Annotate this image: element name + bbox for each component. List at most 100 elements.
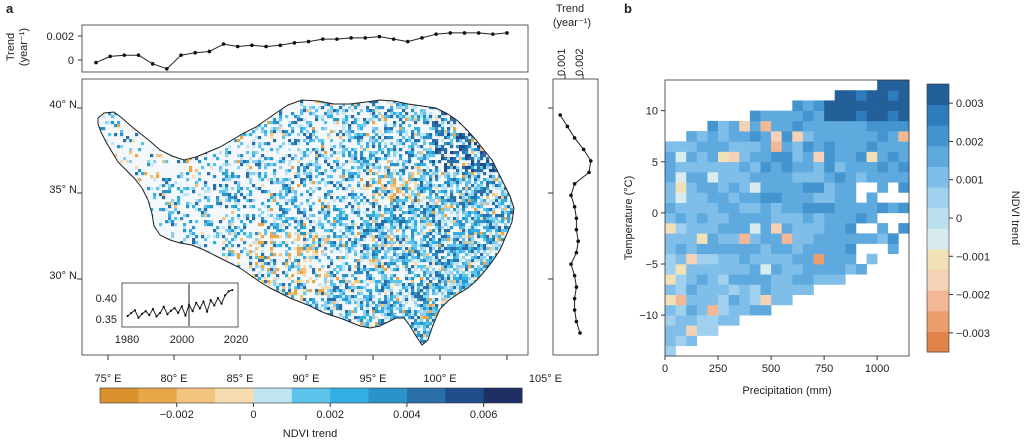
map-cell (372, 316, 376, 320)
map-cell (474, 277, 478, 281)
map-cell (288, 208, 292, 212)
map-cell (405, 313, 409, 317)
map-cell (366, 250, 370, 254)
map-cell (387, 208, 391, 212)
map-cell (384, 208, 388, 212)
map-cell (474, 175, 478, 179)
map-cell (375, 253, 379, 257)
map-cell (390, 304, 394, 308)
map-cell (417, 199, 421, 203)
map-cell (447, 289, 451, 293)
map-cell (225, 169, 229, 173)
map-cell (324, 280, 328, 284)
map-cell (306, 244, 310, 248)
map-cell (282, 133, 286, 137)
map-cell (462, 202, 466, 206)
map-cell (111, 121, 115, 125)
map-cell (360, 124, 364, 128)
map-cell (504, 190, 508, 194)
map-cell (426, 151, 430, 155)
map-cell (339, 313, 343, 317)
map-cell (414, 322, 418, 326)
map-cell (378, 298, 382, 302)
map-cell (192, 175, 196, 179)
map-cell (318, 211, 322, 215)
map-cell (387, 100, 391, 104)
map-cell (390, 229, 394, 233)
map-cell (387, 109, 391, 113)
map-cell (423, 154, 427, 158)
map-cell (357, 181, 361, 185)
map-cell (444, 268, 448, 272)
map-cell (321, 298, 325, 302)
map-cell (390, 295, 394, 299)
map-cell (408, 292, 412, 296)
map-cell (249, 232, 253, 236)
map-cell (255, 151, 259, 155)
map-cell (492, 193, 496, 197)
map-cell (366, 295, 370, 299)
map-cell (372, 151, 376, 155)
map-cell (468, 265, 472, 269)
map-cell (288, 286, 292, 290)
map-cell (318, 166, 322, 170)
map-cell (465, 181, 469, 185)
top-trend-point (264, 44, 268, 49)
map-cell (381, 313, 385, 317)
map-cell (213, 187, 217, 191)
map-cell (447, 205, 451, 209)
map-cell (489, 169, 493, 173)
map-cell (405, 286, 409, 290)
map-cell (387, 250, 391, 254)
map-cell (453, 166, 457, 170)
map-cell (429, 265, 433, 269)
map-cell (369, 277, 373, 281)
map-cell (282, 229, 286, 233)
map-cell (447, 298, 451, 302)
map-cell (351, 148, 355, 152)
map-cell (159, 223, 163, 227)
map-cell (381, 217, 385, 221)
map-cell (393, 112, 397, 116)
map-cell (417, 292, 421, 296)
map-cell (162, 190, 166, 194)
map-cell (423, 280, 427, 284)
map-cell (261, 253, 265, 257)
map-cell (210, 220, 214, 224)
map-cell (372, 208, 376, 212)
map-cell (165, 181, 169, 185)
map-cell (261, 148, 265, 152)
map-cell (378, 280, 382, 284)
map-cell (396, 139, 400, 143)
map-cell (192, 226, 196, 230)
map-cell (351, 178, 355, 182)
map-cell (378, 235, 382, 239)
map-cell (333, 235, 337, 239)
map-cell (426, 202, 430, 206)
map-cell (480, 211, 484, 215)
map-cell (339, 289, 343, 293)
map-cell (243, 160, 247, 164)
map-cell (426, 115, 430, 119)
map-cell (195, 208, 199, 212)
map-cell (318, 283, 322, 287)
map-cell (402, 235, 406, 239)
map-cell (468, 238, 472, 242)
map-cell (405, 166, 409, 170)
map-cell (396, 148, 400, 152)
map-cell (291, 196, 295, 200)
map-cell (258, 175, 262, 179)
map-cell (438, 205, 442, 209)
map-cell (456, 178, 460, 182)
map-cell (237, 256, 241, 260)
map-cell (306, 172, 310, 176)
map-cell (393, 313, 397, 317)
map-cell (444, 148, 448, 152)
map-cell (477, 220, 481, 224)
map-cell (279, 166, 283, 170)
map-cell (447, 217, 451, 221)
map-cell (270, 214, 274, 218)
map-cell (480, 163, 484, 167)
map-cell (363, 247, 367, 251)
map-cell (270, 271, 274, 275)
